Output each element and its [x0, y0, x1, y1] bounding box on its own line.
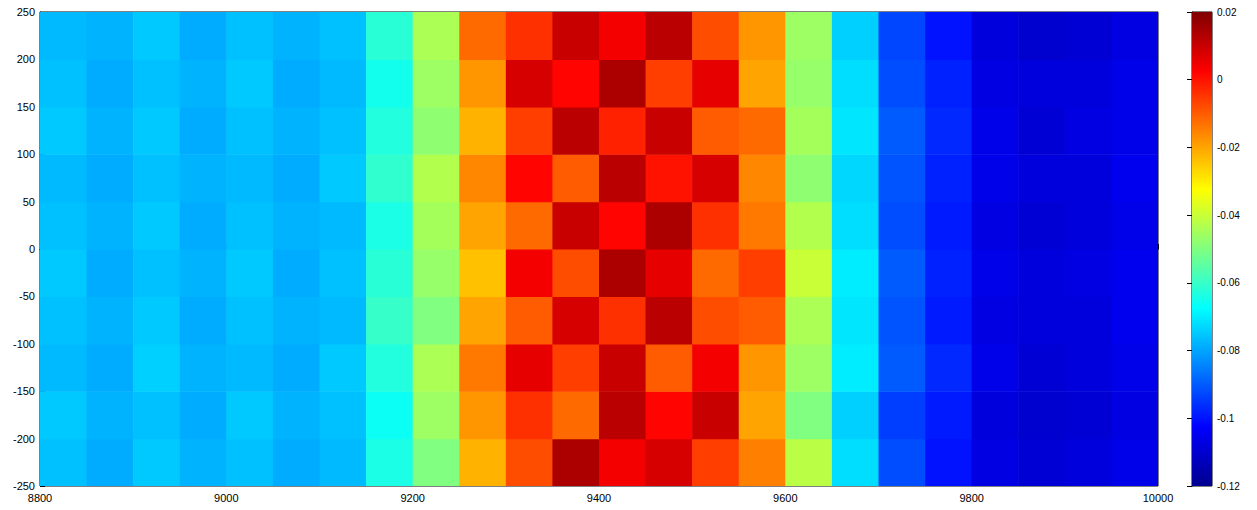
svg-text:-250: -250 — [13, 480, 35, 492]
svg-text:150: 150 — [17, 101, 35, 113]
svg-text:-50: -50 — [19, 290, 35, 302]
svg-text:10000: 10000 — [1143, 492, 1174, 504]
svg-text:100: 100 — [17, 148, 35, 160]
svg-text:9400: 9400 — [587, 492, 611, 504]
svg-text:9000: 9000 — [214, 492, 238, 504]
svg-text:0: 0 — [29, 243, 35, 255]
svg-text:-0.08: -0.08 — [1217, 345, 1240, 356]
svg-text:-0.04: -0.04 — [1217, 210, 1240, 221]
svg-text:0: 0 — [1217, 74, 1223, 85]
svg-text:-0.12: -0.12 — [1217, 481, 1240, 492]
svg-text:250: 250 — [17, 6, 35, 18]
svg-text:-100: -100 — [13, 338, 35, 350]
svg-text:9600: 9600 — [773, 492, 797, 504]
svg-text:-0.02: -0.02 — [1217, 142, 1240, 153]
svg-text:-150: -150 — [13, 385, 35, 397]
svg-text:-200: -200 — [13, 433, 35, 445]
svg-text:9800: 9800 — [959, 492, 983, 504]
svg-text:-0.06: -0.06 — [1217, 277, 1240, 288]
svg-text:9200: 9200 — [400, 492, 424, 504]
svg-text:8800: 8800 — [28, 492, 52, 504]
svg-text:-0.1: -0.1 — [1217, 413, 1235, 424]
svg-text:200: 200 — [17, 53, 35, 65]
svg-text:50: 50 — [23, 196, 35, 208]
svg-text:0.02: 0.02 — [1217, 7, 1237, 18]
